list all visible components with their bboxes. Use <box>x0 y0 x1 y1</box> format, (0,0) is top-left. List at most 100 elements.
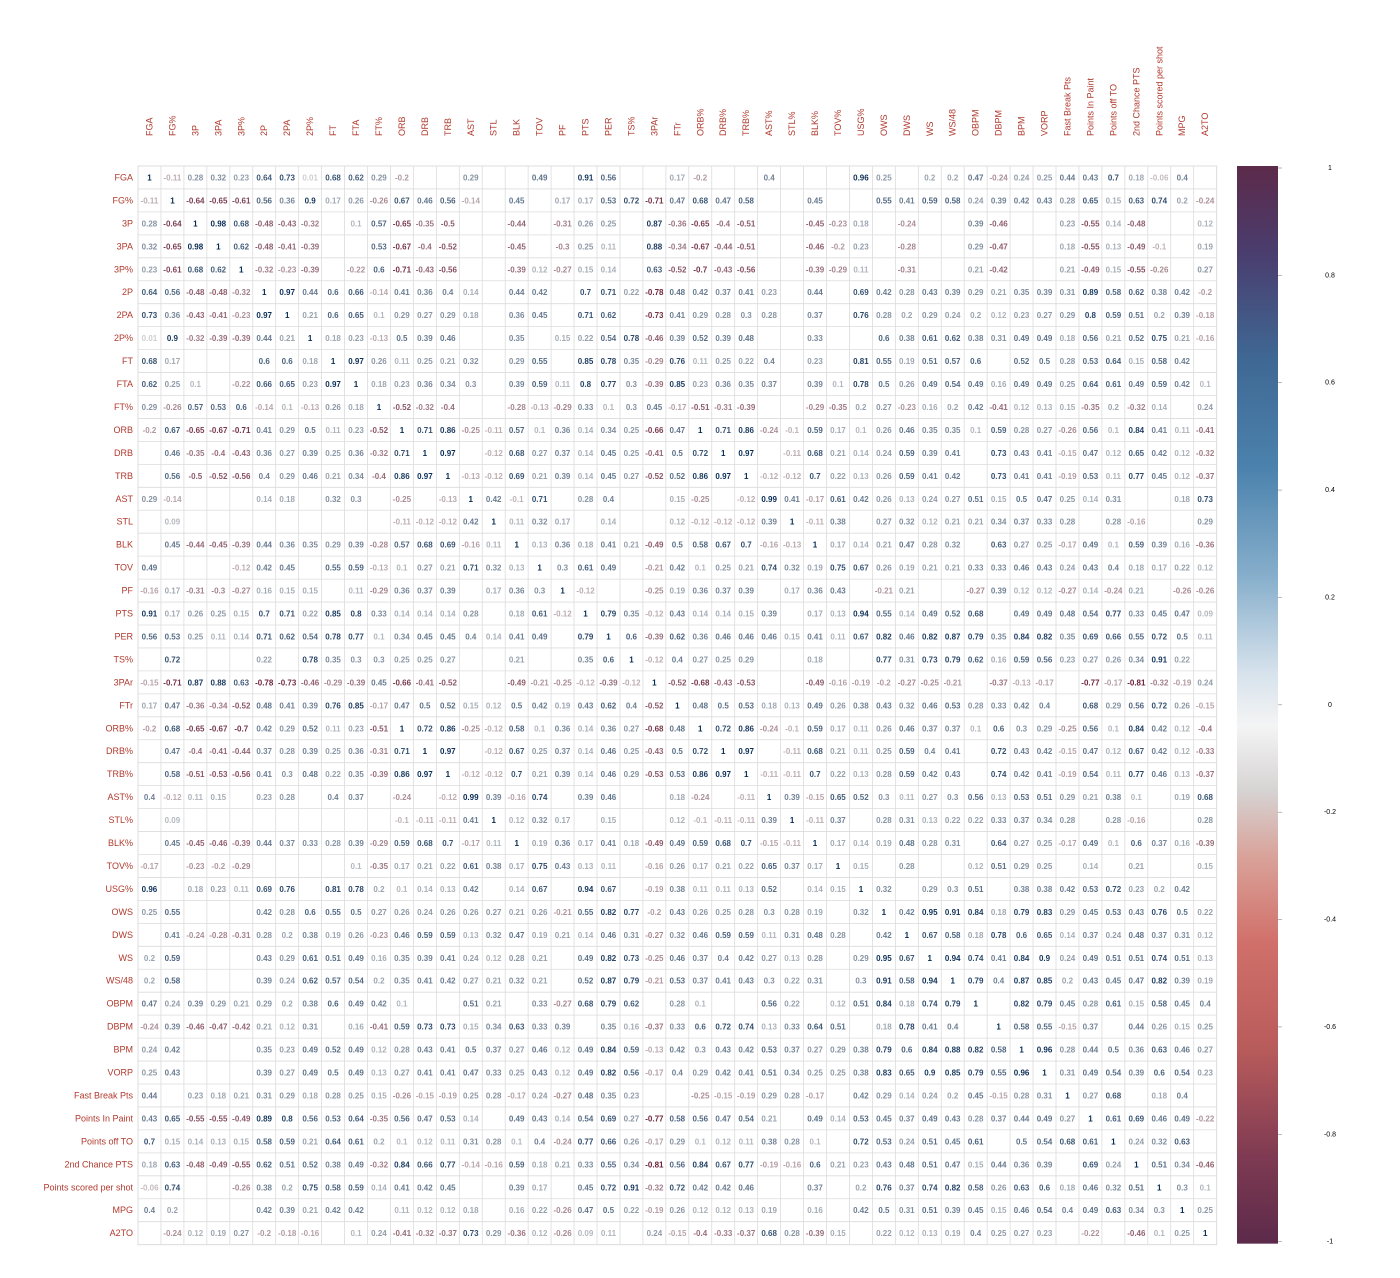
cell-value: 0.14 <box>1060 931 1076 940</box>
cell-value: 0.41 <box>256 426 272 435</box>
cell-value: 0.51 <box>922 357 938 366</box>
cell-value: 0.78 <box>624 334 640 343</box>
cell-value: 0.56 <box>1083 724 1099 733</box>
cell-value: 0.16 <box>624 1023 640 1032</box>
cell-value: 0.73 <box>624 954 640 963</box>
cell-value: 0.47 <box>945 1160 961 1169</box>
cell-value: 0.1 <box>373 311 385 320</box>
cell-value: 0.59 <box>899 449 915 458</box>
cell-value: 0.15 <box>968 1160 984 1169</box>
cell-value: 0.51 <box>1174 954 1190 963</box>
column-label: PTS <box>581 118 591 136</box>
cell-value: 0.23 <box>807 357 823 366</box>
cell-value: 0.4 <box>764 173 776 182</box>
cell-value: 0.67 <box>899 954 915 963</box>
cell-value: 0.54 <box>601 334 617 343</box>
cell-value: 0.3 <box>1177 1183 1189 1192</box>
cell-value: 0.25 <box>991 1229 1007 1238</box>
cell-value: 0.63 <box>165 1160 181 1169</box>
cell-value: -0.49 <box>645 839 664 848</box>
cell-value: 0.3 <box>947 793 959 802</box>
cell-value: 1 <box>882 908 887 917</box>
cell-value: 0.82 <box>1014 1000 1030 1009</box>
cell-value: 0.18 <box>509 610 525 619</box>
row-label: PTS <box>115 609 133 619</box>
cell-value: -0.06 <box>140 1183 159 1192</box>
cell-value: 0.45 <box>968 1091 984 1100</box>
cell-value: 0.25 <box>325 747 341 756</box>
cell-value: 0.37 <box>784 862 800 871</box>
cell-value: 0.2 <box>1062 977 1074 986</box>
cell-value: 0.96 <box>1037 1046 1053 1055</box>
cell-value: 0.42 <box>463 518 479 527</box>
cell-value: 0.26 <box>1106 655 1122 664</box>
cell-value: 0.97 <box>348 357 364 366</box>
cell-value: 0.42 <box>945 472 961 481</box>
cell-value: 1 <box>905 931 910 940</box>
cell-value: 0.11 <box>716 885 732 894</box>
cell-value: -0.45 <box>186 839 205 848</box>
cell-value: 0.38 <box>853 1046 869 1055</box>
cell-value: 0.5 <box>1039 357 1051 366</box>
cell-value: -0.56 <box>737 265 756 274</box>
cell-value: -0.26 <box>370 196 389 205</box>
cell-value: 0.64 <box>348 1114 364 1123</box>
cell-value: -0.37 <box>439 1229 458 1238</box>
row-label: DWS <box>112 930 133 940</box>
cell-value: 0.33 <box>991 564 1007 573</box>
cell-value: -0.12 <box>439 793 458 802</box>
cell-value: -0.51 <box>737 219 756 228</box>
cell-value: 0.76 <box>670 357 686 366</box>
cell-value: 0.5 <box>419 701 431 710</box>
cell-value: 0.32 <box>899 701 915 710</box>
cell-value: 0.59 <box>624 1046 640 1055</box>
cell-value: 0.41 <box>601 839 617 848</box>
column-label: ORB <box>397 116 407 136</box>
cell-value: 0.11 <box>1106 770 1122 779</box>
cell-value: 0.42 <box>738 954 754 963</box>
cell-value: 0.35 <box>256 1046 272 1055</box>
cell-value: 0.84 <box>1129 724 1145 733</box>
cell-value: 0.16 <box>371 954 387 963</box>
cell-value: -0.11 <box>737 816 755 825</box>
cell-value: 0.28 <box>325 839 341 848</box>
cell-value: 0.14 <box>578 770 594 779</box>
column-label: ORB% <box>695 108 705 136</box>
cell-value: 0.22 <box>532 1206 548 1215</box>
cell-value: 0.84 <box>1129 426 1145 435</box>
cell-value: 0.58 <box>1151 1000 1167 1009</box>
cell-value: 0.18 <box>371 380 387 389</box>
cell-value: 0.68 <box>165 724 181 733</box>
cell-value: -0.39 <box>645 632 664 641</box>
cell-value: -0.39 <box>232 334 251 343</box>
cell-value: 0.24 <box>922 495 938 504</box>
cell-value: -0.11 <box>485 426 503 435</box>
cell-value: 0.7 <box>580 288 592 297</box>
cell-value: -0.24 <box>760 724 779 733</box>
cell-value: 0.58 <box>945 931 961 940</box>
row-label: 3P% <box>114 264 133 274</box>
cell-value: 0.36 <box>555 541 571 550</box>
cell-value: -0.13 <box>645 1046 664 1055</box>
cell-value: 0.27 <box>876 518 892 527</box>
cell-value: 0.49 <box>1083 839 1099 848</box>
cell-value: 0.21 <box>256 1023 272 1032</box>
cell-value: 0.53 <box>325 1114 341 1123</box>
cell-value: 0.45 <box>647 403 663 412</box>
row-label: ORB <box>113 425 133 435</box>
cell-value: 0.36 <box>394 587 410 596</box>
cell-value: 0.44 <box>142 1091 158 1100</box>
cell-value: 0.5 <box>350 908 362 917</box>
cell-value: -0.7 <box>693 265 707 274</box>
cell-value: 0.43 <box>555 862 571 871</box>
cell-value: 0.39 <box>555 472 571 481</box>
cell-value: 0.68 <box>1106 1091 1122 1100</box>
cell-value: 0.37 <box>807 311 823 320</box>
cell-value: 0.18 <box>991 908 1007 917</box>
cell-value: -0.12 <box>462 770 481 779</box>
cell-value: -0.3 <box>211 587 225 596</box>
cell-value: -0.16 <box>462 541 481 550</box>
cell-value: 0.37 <box>1014 518 1030 527</box>
cell-value: -0.41 <box>370 1023 389 1032</box>
cell-value: 0.29 <box>394 311 410 320</box>
